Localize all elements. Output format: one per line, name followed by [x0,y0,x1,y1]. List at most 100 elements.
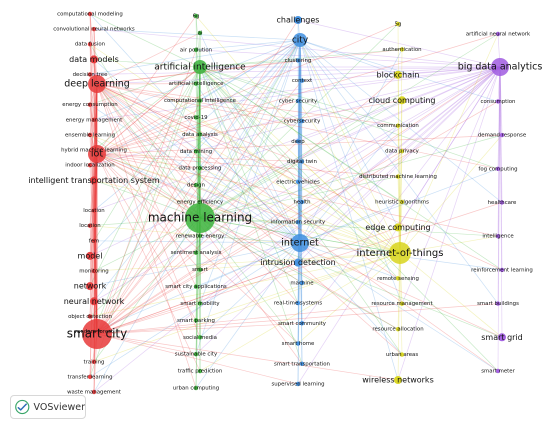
keyword-node[interactable] [499,132,505,138]
keyword-node[interactable] [193,13,199,19]
keyword-node[interactable] [82,319,112,349]
keyword-node[interactable] [185,203,215,233]
network-link [195,242,301,389]
keyword-node[interactable] [193,149,199,154]
keyword-node[interactable] [295,139,301,144]
keyword-node[interactable] [87,374,93,380]
keyword-node[interactable] [90,176,98,185]
keyword-node[interactable] [294,258,302,267]
keyword-node[interactable] [491,58,509,76]
keyword-node[interactable] [395,276,401,281]
keyword-node[interactable] [91,268,97,274]
keyword-node[interactable] [87,42,93,47]
network-link [96,153,299,223]
keyword-node[interactable] [87,314,93,319]
keyword-node[interactable] [295,381,301,387]
keyword-node[interactable] [495,31,501,37]
keyword-node[interactable] [299,321,305,326]
keyword-node[interactable] [87,102,93,107]
keyword-node[interactable] [193,182,199,188]
keyword-node[interactable] [91,117,97,123]
keyword-node[interactable] [394,70,402,79]
keyword-node[interactable] [197,132,203,137]
keyword-node[interactable] [398,96,406,105]
keyword-node[interactable] [86,282,94,291]
keyword-node[interactable] [495,301,501,306]
keyword-node[interactable] [495,234,501,239]
keyword-node[interactable] [299,159,305,164]
keyword-node[interactable] [197,267,203,272]
keyword-node[interactable] [394,376,402,384]
keyword-node[interactable] [193,385,199,391]
keyword-node[interactable] [91,389,97,395]
keyword-node[interactable] [88,145,106,163]
keyword-node[interactable] [193,115,199,120]
keyword-node[interactable] [399,301,405,306]
keyword-node[interactable] [193,284,199,289]
keyword-node[interactable] [395,21,401,27]
keyword-node[interactable] [399,352,405,357]
keyword-node[interactable] [91,238,97,243]
keyword-node[interactable] [86,251,94,260]
keyword-node[interactable] [299,78,305,83]
keyword-node[interactable] [299,199,305,205]
network-link [199,252,401,372]
keyword-node[interactable] [291,234,309,252]
keyword-node[interactable] [197,335,203,340]
keyword-node[interactable] [193,351,199,357]
keyword-node[interactable] [299,280,305,286]
keyword-label: electric vehicles [276,179,320,185]
keyword-node[interactable] [399,148,405,154]
keyword-node[interactable] [197,30,203,36]
keyword-node[interactable] [87,72,93,77]
keyword-node[interactable] [197,233,203,239]
keyword-node[interactable] [91,26,97,32]
keyword-node[interactable] [499,267,505,273]
keyword-node[interactable] [193,47,199,53]
keyword-node[interactable] [193,81,199,86]
keyword-node[interactable] [193,318,199,323]
keyword-node[interactable] [395,174,401,179]
keyword-node[interactable] [197,165,203,171]
keyword-node[interactable] [499,200,505,205]
keyword-node[interactable] [399,199,405,205]
keyword-node[interactable] [299,361,305,366]
keyword-node[interactable] [193,60,207,74]
network-link [96,153,499,237]
keyword-node[interactable] [197,98,203,103]
keyword-label: communication [377,123,419,129]
keyword-node[interactable] [395,123,401,128]
keyword-node[interactable] [495,99,501,104]
keyword-node[interactable] [90,297,98,306]
network-link [93,153,98,393]
keyword-node[interactable] [495,368,501,374]
keyword-node[interactable] [295,58,301,63]
keyword-node[interactable] [498,333,506,342]
keyword-node[interactable] [87,132,93,138]
keyword-node[interactable] [295,179,301,184]
keyword-node[interactable] [294,16,302,24]
keyword-node[interactable] [295,220,301,225]
keyword-node[interactable] [389,242,411,264]
keyword-node[interactable] [91,359,97,364]
keyword-node[interactable] [293,33,307,47]
keyword-node[interactable] [197,301,203,306]
keyword-node[interactable] [399,47,405,52]
keyword-node[interactable] [295,341,301,346]
keyword-node[interactable] [395,326,401,332]
keyword-node[interactable] [394,223,402,232]
keyword-node[interactable] [295,98,301,104]
keyword-node[interactable] [87,223,93,228]
keyword-node[interactable] [495,166,501,171]
keyword-node[interactable] [197,368,203,374]
keyword-node[interactable] [193,250,199,255]
keyword-node[interactable] [88,75,106,93]
keyword-node[interactable] [87,11,93,17]
keyword-node[interactable] [299,118,305,124]
keyword-node[interactable] [295,300,301,306]
keyword-node[interactable] [91,208,97,213]
network-link [199,39,301,203]
keyword-node[interactable] [90,55,98,64]
keyword-node[interactable] [87,163,93,168]
network-link [199,60,299,68]
